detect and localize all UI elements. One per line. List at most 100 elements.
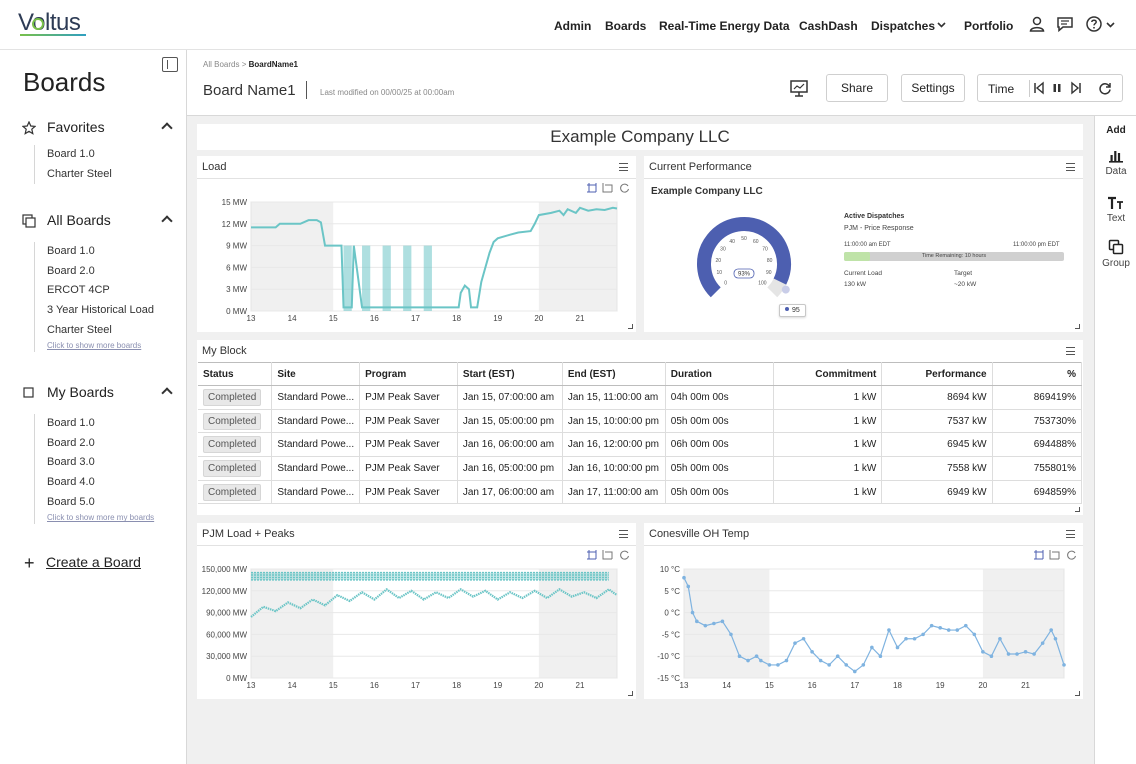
help-chevron-down-icon[interactable] — [1106, 22, 1115, 28]
skip-forward-icon[interactable] — [1069, 81, 1083, 95]
my-boards-item[interactable]: Board 3.0 — [47, 456, 95, 469]
column-header[interactable]: Start (EST) — [457, 362, 563, 386]
column-header[interactable]: Duration — [665, 362, 775, 386]
table-row[interactable]: Completed Standard Powe... PJM Peak Save… — [198, 480, 1083, 505]
program-cell: PJM Peak Saver — [359, 409, 458, 434]
crop-stroke — [602, 183, 613, 193]
current-performance-widget[interactable]: Current Performance Example Company LLC … — [644, 156, 1083, 332]
my-block-widget[interactable]: My Block Status Site Program Start (EST)… — [197, 340, 1083, 515]
reset-zoom-stroke — [1067, 550, 1076, 560]
performance-cell: 8694 kW — [881, 385, 993, 410]
my-boards-item[interactable]: Board 4.0 — [47, 476, 95, 489]
all-boards-item[interactable]: Board 1.0 — [47, 245, 95, 257]
temp-point — [793, 641, 797, 645]
y-tick-label: 0 MW — [226, 307, 247, 316]
widget-menu-icon[interactable] — [619, 530, 628, 538]
board-title[interactable]: Board Name1 — [203, 82, 296, 99]
status-badge: Completed — [203, 483, 262, 501]
column-header[interactable]: Program — [359, 362, 458, 386]
my-boards-item[interactable]: Board 5.0 — [47, 495, 95, 508]
dispatch-bar — [362, 245, 371, 311]
conesville-temp-widget[interactable]: Conesville OH Temp 10 °C 5 °C 0 °C -5 °C -10… — [644, 523, 1083, 699]
column-header[interactable]: Status — [198, 362, 273, 386]
resize-handle-icon[interactable] — [628, 324, 633, 329]
table-row[interactable]: Completed Standard Powe... PJM Peak Save… — [198, 456, 1083, 481]
voltus-logo[interactable]: Voltus — [18, 9, 88, 39]
refresh-icon[interactable] — [1098, 81, 1112, 95]
widget-menu-icon[interactable] — [619, 163, 628, 171]
resize-handle-icon[interactable] — [1075, 324, 1080, 329]
end-cell: Jan 17, 11:00:00 am — [562, 480, 666, 505]
gauge-tick-label: 90 — [766, 270, 772, 276]
nav-cashdash[interactable]: CashDash — [799, 19, 858, 33]
create-board-button[interactable]: + Create a Board — [24, 553, 141, 574]
widget-menu-icon[interactable] — [1066, 347, 1075, 355]
favorites-section-header[interactable]: Favorites — [22, 118, 177, 138]
skip-back-icon[interactable] — [1032, 81, 1046, 95]
pause-icon[interactable] — [1050, 81, 1064, 95]
nav-dispatches[interactable]: Dispatches — [871, 19, 936, 33]
table-row[interactable]: Completed Standard Powe... PJM Peak Save… — [198, 385, 1083, 410]
resize-handle-icon[interactable] — [1075, 507, 1080, 512]
my-boards-item[interactable]: Board 2.0 — [47, 436, 95, 449]
temp-chart[interactable]: 10 °C 5 °C 0 °C -5 °C -10 °C -15 °C13 14 15 16 17… — [644, 523, 1083, 699]
help-icon[interactable] — [1085, 15, 1103, 33]
chat-icon[interactable] — [1056, 15, 1074, 33]
dispatches-chevron-down-icon[interactable] — [937, 22, 946, 28]
my-boards-item[interactable]: Board 1.0 — [47, 417, 95, 429]
company-banner[interactable]: Example Company LLC — [197, 124, 1083, 150]
show-more-my-boards-link[interactable]: Click to show more my boards — [47, 513, 155, 523]
all-boards-item[interactable]: 3 Year Historical Load — [47, 304, 155, 317]
y-tick-label: 6 MW — [226, 263, 247, 272]
logo-mark-icon — [32, 18, 44, 30]
zoom-select-icon — [1034, 550, 1044, 560]
column-header[interactable]: Performance — [881, 362, 993, 386]
end-cell: Jan 16, 10:00:00 pm — [562, 456, 666, 481]
favorites-item[interactable]: Board 1.0 — [47, 148, 95, 160]
add-group-button[interactable]: Group — [1095, 239, 1136, 269]
add-text-button[interactable]: Text — [1095, 196, 1136, 224]
table-row[interactable]: Completed Standard Powe... PJM Peak Save… — [198, 409, 1083, 434]
resize-handle-icon[interactable] — [628, 691, 633, 696]
collapse-sidebar-icon[interactable] — [162, 57, 178, 72]
show-more-boards-link[interactable]: Click to show more boards — [47, 341, 142, 351]
all-boards-section-header[interactable]: All Boards — [22, 211, 177, 231]
nav-admin[interactable]: Admin — [554, 19, 592, 33]
favorites-item[interactable]: Charter Steel — [47, 167, 112, 180]
x-tick-label: 18 — [893, 681, 902, 690]
present-icon[interactable] — [789, 78, 809, 98]
nav-real-time-energy-data[interactable]: Real-Time Energy Data — [659, 19, 790, 33]
column-header[interactable]: Site — [271, 362, 361, 386]
column-header[interactable]: End (EST) — [562, 362, 666, 386]
table-row[interactable]: Completed Standard Powe... PJM Peak Save… — [198, 432, 1083, 458]
gauge-marker-badge: 95 — [779, 304, 806, 317]
column-header[interactable]: % — [992, 362, 1083, 386]
nav-portfolio[interactable]: Portfolio — [964, 19, 1014, 33]
performance-cell: 7537 kW — [881, 409, 993, 434]
widget-menu-icon[interactable] — [1066, 530, 1075, 538]
add-data-button[interactable]: Data — [1095, 149, 1136, 177]
all-boards-item[interactable]: ERCOT 4CP — [47, 284, 110, 297]
share-button[interactable]: Share — [826, 74, 888, 102]
resize-handle-icon[interactable] — [1075, 691, 1080, 696]
favorites-chevron-up-icon[interactable] — [161, 122, 173, 134]
all-boards-chevron-up-icon[interactable] — [161, 215, 173, 227]
column-header[interactable]: Commitment — [773, 362, 883, 386]
load-widget[interactable]: Load 15 MW 12 MW 9 MW 6 MW 3 MW 0 MW 13 14 15 16 1… — [197, 156, 636, 332]
all-boards-item[interactable]: Charter Steel — [47, 323, 112, 336]
user-icon[interactable] — [1028, 15, 1046, 33]
my-boards-label: My Boards — [47, 384, 114, 400]
all-boards-item[interactable]: Board 2.0 — [47, 264, 95, 277]
gauge-tick-label: 20 — [716, 258, 722, 264]
time-label[interactable]: Time — [988, 82, 1015, 96]
pjm-chart[interactable]: 150,000 MW 120,000 MW 90,000 MW 60,000 MW 30… — [197, 523, 636, 699]
my-boards-section-header[interactable]: My Boards — [22, 383, 177, 403]
widget-menu-icon[interactable] — [1066, 163, 1075, 171]
nav-boards[interactable]: Boards — [605, 19, 647, 33]
percent-cell: 753730% — [992, 409, 1083, 434]
breadcrumb-root[interactable]: All Boards — [203, 60, 240, 69]
my-boards-chevron-up-icon[interactable] — [161, 387, 173, 399]
pjm-load-peaks-widget[interactable]: PJM Load + Peaks 150,000 MW 120,000 MW 90,… — [197, 523, 636, 699]
settings-button[interactable]: Settings — [901, 74, 965, 102]
